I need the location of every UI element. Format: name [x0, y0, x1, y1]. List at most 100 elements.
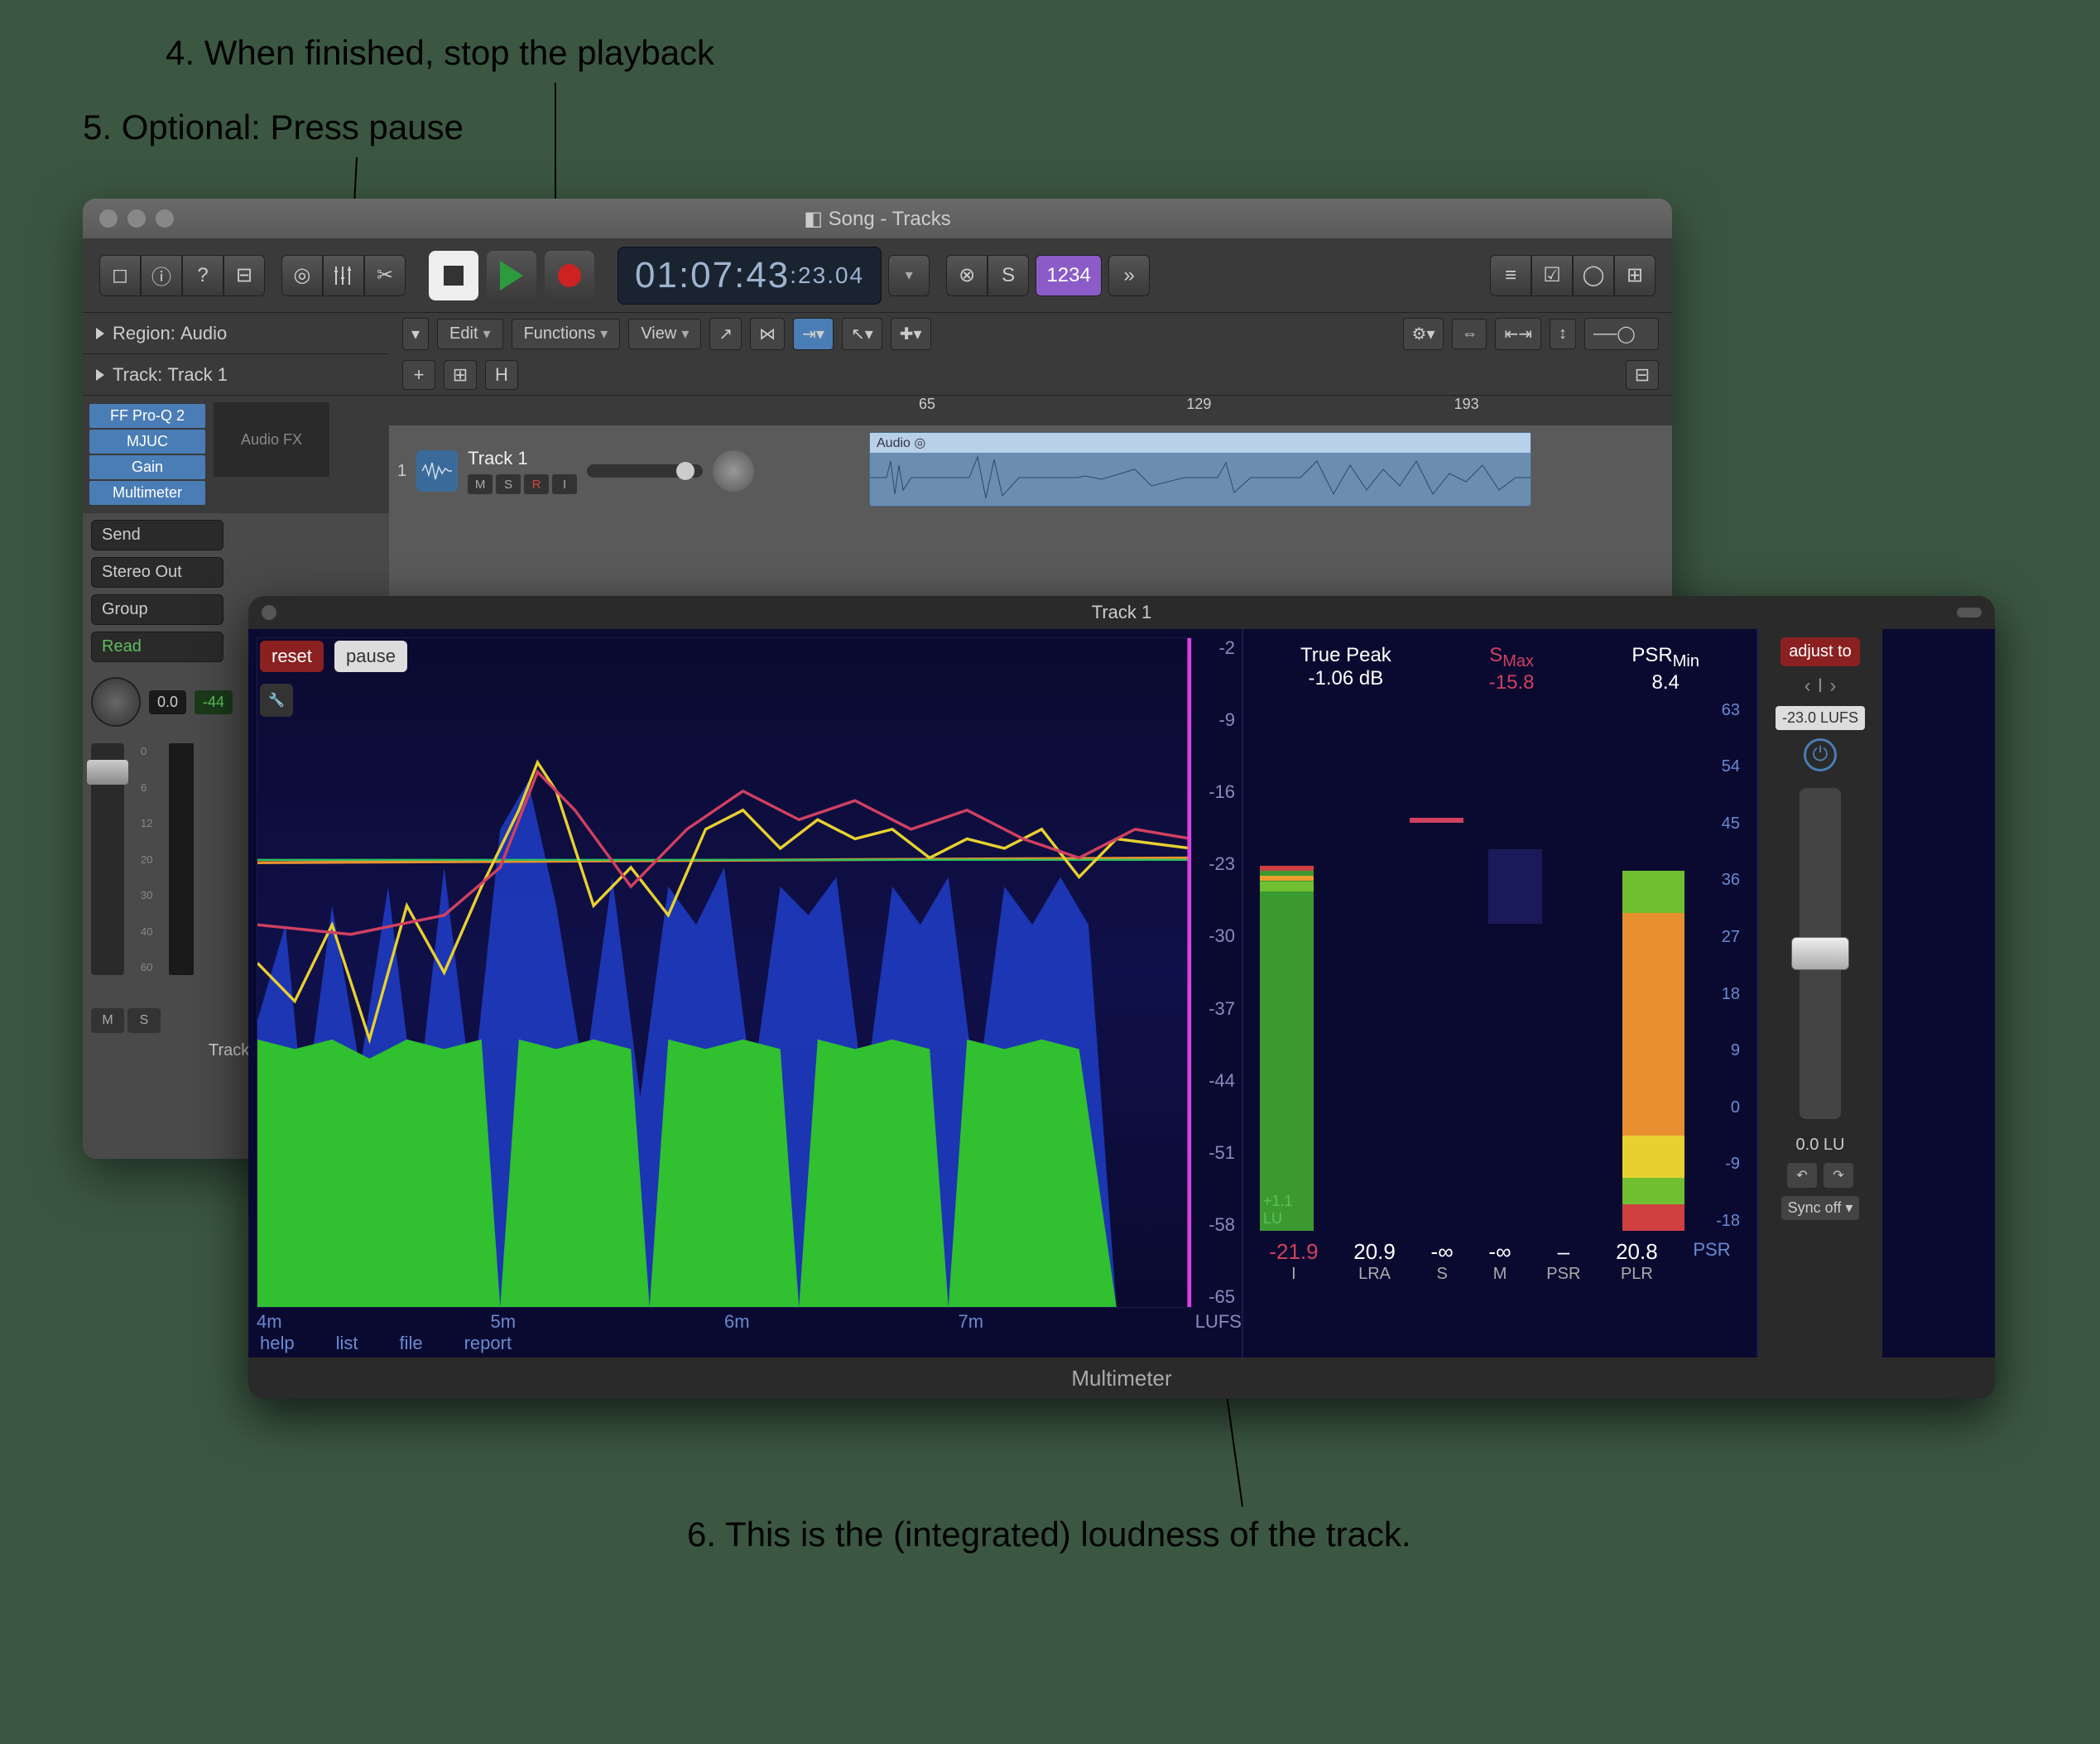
pointer-tool[interactable]: ↖▾	[842, 318, 882, 350]
lcd-display[interactable]: 01:07:43:23.04	[618, 247, 882, 305]
zoom-h-button[interactable]: ⇔	[1452, 319, 1487, 349]
volume-fader[interactable]	[91, 743, 124, 975]
next-button[interactable]: ›	[1829, 675, 1836, 698]
snap-icon[interactable]: ⇥▾	[793, 318, 834, 350]
prev-button[interactable]: ‹	[1804, 675, 1811, 698]
scissors-button[interactable]: ✂	[364, 255, 406, 296]
help-link[interactable]: help	[260, 1333, 295, 1354]
reset-button[interactable]: reset	[260, 641, 324, 672]
plugin-resize-icon[interactable]	[1957, 608, 1982, 617]
lufs-axis-label: LUFS	[1195, 1311, 1242, 1333]
list-button[interactable]: ≡	[1490, 255, 1531, 296]
automation-mode[interactable]: Read	[91, 632, 223, 662]
arr-dropdown[interactable]: ▾	[402, 318, 429, 350]
file-link[interactable]: file	[399, 1333, 422, 1354]
gain-slider[interactable]	[1800, 788, 1841, 1119]
cycle-button[interactable]: ⊗	[946, 255, 988, 296]
sync-select[interactable]: Sync off ▾	[1781, 1196, 1860, 1220]
add-track-button[interactable]: +	[402, 360, 435, 390]
view-menu[interactable]: View ▾	[628, 319, 701, 349]
traffic-lights[interactable]	[99, 209, 174, 228]
tool-button[interactable]: ⊟	[223, 255, 265, 296]
track-pan-knob[interactable]	[713, 450, 754, 492]
power-button[interactable]: ⏻	[1804, 738, 1837, 771]
track-input-button[interactable]: I	[552, 474, 577, 494]
zoom-slider[interactable]: ──◯	[1584, 318, 1659, 350]
pan-knob[interactable]	[91, 677, 141, 727]
metronome-button[interactable]: ◎	[281, 255, 323, 296]
mixer-button[interactable]	[323, 255, 364, 296]
settings-button[interactable]: 🔧	[260, 684, 293, 717]
h-button[interactable]: H	[485, 360, 518, 390]
play-button[interactable]	[487, 251, 536, 300]
record-button[interactable]	[545, 251, 594, 300]
adjust-to-button[interactable]: adjust to	[1780, 637, 1860, 666]
send-row[interactable]: Send	[91, 520, 223, 550]
true-peak-readout: True Peak-1.06 dB	[1300, 644, 1391, 694]
solo-button[interactable]: S	[988, 255, 1029, 296]
audio-clip[interactable]: Audio ◎	[869, 432, 1531, 507]
play-icon	[500, 261, 523, 291]
track-volume-slider[interactable]	[587, 464, 703, 478]
plugin-slot[interactable]: MJUC	[89, 430, 205, 454]
track-mute-button[interactable]: M	[468, 474, 493, 494]
region-header[interactable]: Region: Audio	[83, 313, 389, 354]
functions-menu[interactable]: Functions ▾	[512, 319, 621, 349]
meter-scale: 061220304060	[141, 743, 152, 975]
edit-menu[interactable]: Edit ▾	[437, 319, 503, 349]
stop-icon	[444, 266, 464, 286]
gain-value[interactable]: 0.0	[149, 690, 186, 714]
flex-icon[interactable]: ⋈	[750, 318, 785, 350]
browser-button[interactable]: ⊞	[1614, 255, 1655, 296]
group-row[interactable]: Group	[91, 594, 223, 625]
s-readout: -∞S	[1431, 1239, 1454, 1284]
plugin-titlebar[interactable]: Track 1	[248, 596, 1995, 629]
window-title: ◧ Song - Tracks	[804, 207, 950, 231]
duplicate-track-button[interactable]: ⊞	[444, 360, 477, 390]
stereo-out-row[interactable]: Stereo Out	[91, 557, 223, 588]
plugin-slot[interactable]: Multimeter	[89, 481, 205, 505]
lufs-target[interactable]: -23.0 LUFS	[1776, 706, 1865, 730]
timeline-ruler[interactable]: 65 129 193	[869, 396, 1672, 425]
automation-icon[interactable]: ↗	[709, 318, 742, 350]
plr-readout: 20.8PLR	[1616, 1239, 1658, 1284]
track-header[interactable]: Track: Track 1	[83, 354, 389, 396]
stop-button[interactable]	[429, 251, 478, 300]
countdown-display[interactable]: 1234	[1036, 255, 1102, 296]
integrated-bar: +1.1 LU	[1260, 701, 1314, 1231]
undo-button[interactable]: ↶	[1787, 1163, 1817, 1188]
track-solo-button[interactable]: S	[496, 474, 521, 494]
loudness-graph[interactable]	[257, 637, 1192, 1308]
plugin-slot[interactable]: FF Pro-Q 2	[89, 404, 205, 428]
note-button[interactable]: ☑	[1531, 255, 1573, 296]
library-button[interactable]: ◻	[99, 255, 141, 296]
list-link[interactable]: list	[336, 1333, 358, 1354]
plugin-slot[interactable]: Gain	[89, 455, 205, 479]
collapse-button[interactable]: ⊟	[1626, 360, 1659, 390]
pause-button[interactable]: pause	[334, 641, 407, 672]
audio-fx-slot[interactable]: Audio FX	[214, 402, 329, 477]
x-axis-labels: 4m5m6m7m	[257, 1311, 1192, 1333]
plugin-window: Track 1 reset pause 🔧	[248, 596, 1995, 1399]
meters-panel: True Peak-1.06 dB SMax-15.8 PSRMin8.4 +1…	[1243, 629, 1756, 1357]
zoom-v-button[interactable]: ↕	[1550, 319, 1576, 349]
integrated-readout: -21.9I	[1269, 1239, 1318, 1284]
help-button[interactable]: ?	[182, 255, 223, 296]
redo-button[interactable]: ↷	[1824, 1163, 1853, 1188]
marquee-tool[interactable]: ✚▾	[891, 318, 931, 350]
report-link[interactable]: report	[464, 1333, 512, 1354]
info-button[interactable]: ⓘ	[141, 255, 182, 296]
track-header[interactable]: 1 Track 1 M S R I	[389, 425, 869, 516]
more-button[interactable]: »	[1108, 255, 1150, 296]
plugin-close-icon[interactable]	[262, 605, 276, 620]
gear-menu[interactable]: ⚙▾	[1403, 318, 1444, 350]
annotation-step4: 4. When finished, stop the playback	[166, 33, 714, 73]
psr-scale: 63544536271890-9-18	[1709, 701, 1740, 1231]
mute-button[interactable]: M	[91, 1008, 124, 1033]
daw-titlebar[interactable]: ◧ Song - Tracks	[83, 199, 1672, 238]
lcd-chevron[interactable]: ▾	[888, 255, 930, 296]
track-rec-button[interactable]: R	[524, 474, 549, 494]
loop-button[interactable]: ◯	[1573, 255, 1614, 296]
catch-button[interactable]: ⇤⇥	[1495, 318, 1541, 350]
solo-track-button[interactable]: S	[127, 1008, 161, 1033]
